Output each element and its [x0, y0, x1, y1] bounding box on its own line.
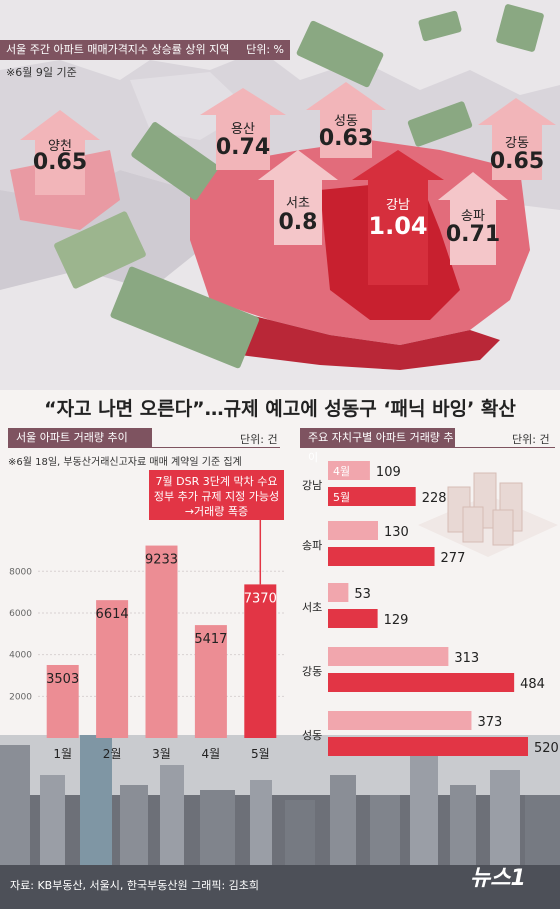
monthly-volume-chart: 2000 4000 6000 8000 3503 1월 6614 2월 9233 3월 5417 4월…: [9, 520, 285, 761]
hbar-value-label: 228: [422, 491, 447, 506]
hbar-value-label: 277: [441, 551, 466, 566]
hbar-value-label: 313: [454, 651, 479, 666]
callout-line-2: 정부 추가 규제 지정 가능성: [153, 490, 280, 503]
x-tick-label: 4월: [202, 747, 221, 761]
bar: [46, 664, 79, 738]
arrow-songpa: [438, 172, 508, 265]
money-bill: [296, 20, 384, 88]
callout-box: 7월 DSR 3단계 막차 수요 정부 추가 규제 지정 가능성 →거래량 폭증: [149, 470, 284, 520]
district-value-seocho: 0.8: [278, 210, 318, 235]
hbar: [328, 583, 349, 602]
hbar: [328, 673, 515, 692]
money-bill: [131, 122, 219, 200]
district-value-yongsan: 0.74: [215, 135, 271, 160]
arrow-yangcheon: [20, 110, 100, 195]
bar-value-label: 3503: [46, 672, 79, 687]
category-label: 강동: [302, 665, 322, 678]
hbar-value-label: 130: [384, 525, 409, 540]
y-tick-label: 6000: [9, 609, 32, 619]
hbar-value-label: 520: [534, 741, 559, 756]
map-title: 서울 주간 아파트 매매가격지수 상승률 상위 지역: [6, 43, 230, 56]
hbar-value-label: 373: [477, 715, 502, 730]
x-tick-label: 2월: [103, 747, 122, 761]
hbar-value-label: 129: [384, 613, 409, 628]
right-panel-title: 주요 자치구별 아파트 거래량 추이: [300, 428, 455, 464]
series-label: 5월: [333, 491, 350, 504]
district-name-gangdong: 강동: [505, 136, 529, 151]
headline: “자고 나면 오른다”…규제 예고에 성동구 ‘패닉 바잉’ 확산: [44, 398, 516, 420]
arrow-gangnam: [352, 150, 444, 285]
district-value-gangdong: 0.65: [489, 149, 545, 174]
bar: [145, 545, 178, 738]
district-value-seongdong: 0.63: [318, 126, 374, 151]
district-name-seongdong: 성동: [334, 114, 358, 129]
district-name-yongsan: 용산: [231, 122, 255, 137]
source-credit: 자료: KB부동산, 서울시, 한국부동산원 그래픽: 김초희: [10, 879, 260, 892]
hbar-value-label: 109: [376, 465, 401, 480]
left-panel-rule: [8, 447, 280, 448]
callout-line-1: 7월 DSR 3단계 막차 수요: [155, 475, 278, 488]
hbar: [328, 711, 472, 730]
hbar: [328, 547, 435, 566]
money-bill: [54, 211, 146, 289]
category-label: 송파: [302, 539, 322, 552]
x-tick-label: 1월: [53, 747, 72, 761]
district-price-map: 서울 주간 아파트 매매가격지수 상승률 상위 지역 단위: % ※6월 9일 …: [0, 0, 560, 390]
city-skyline: [0, 735, 560, 909]
bar-value-label: 9233: [145, 553, 178, 568]
bar: [244, 584, 277, 738]
arrow-gangdong: [478, 98, 556, 180]
left-panel-title: 서울 아파트 거래량 추이: [8, 428, 152, 448]
hbar: [328, 487, 416, 506]
hbar: [328, 609, 378, 628]
arrow-seocho: [258, 150, 338, 245]
category-label: 강남: [302, 479, 322, 492]
map-graphic: [0, 4, 560, 370]
map-date-note: ※6월 9일 기준: [6, 66, 77, 79]
map-unit: 단위: %: [246, 43, 284, 56]
money-bill: [496, 4, 544, 52]
category-label: 성동: [302, 729, 322, 742]
hbar-value-label: 484: [520, 677, 545, 692]
hbar: [328, 737, 528, 756]
hbar: [328, 461, 370, 480]
hbar: [328, 647, 449, 666]
left-panel-unit: 단위: 건: [240, 433, 278, 446]
district-name-songpa: 송파: [461, 209, 485, 224]
money-bill: [418, 10, 462, 42]
right-panel-unit: 단위: 건: [512, 433, 550, 446]
arrow-seongdong: [306, 82, 386, 158]
x-tick-label: 5월: [251, 747, 270, 761]
district-name-yangcheon: 양천: [48, 139, 72, 154]
bar: [96, 600, 129, 738]
bar: [194, 625, 227, 738]
left-panel-note: ※6월 18일, 부동산거래신고자료 매매 계약일 기준 집계: [8, 457, 242, 468]
y-tick-label: 8000: [9, 567, 32, 577]
district-value-songpa: 0.71: [445, 222, 501, 247]
district-name-seocho: 서초: [286, 196, 310, 211]
series-label: 4월: [333, 465, 350, 478]
y-tick-label: 2000: [9, 692, 32, 702]
apartment-illustration: [418, 472, 558, 557]
x-tick-label: 3월: [152, 747, 171, 761]
right-panel-rule: [300, 447, 555, 448]
map-region-south-band: [190, 300, 500, 370]
hbar-value-label: 53: [354, 587, 371, 602]
map-title-bar: 서울 주간 아파트 매매가격지수 상승률 상위 지역 단위: %: [0, 40, 290, 60]
hbar: [328, 521, 378, 540]
money-bill: [110, 266, 260, 369]
district-value-gangnam: 1.04: [368, 212, 428, 240]
bar-value-label: 5417: [194, 632, 227, 647]
callout-line-3: →거래량 폭증: [184, 505, 249, 518]
y-tick-label: 4000: [9, 651, 32, 661]
money-bill: [407, 101, 473, 147]
category-label: 서초: [302, 601, 322, 614]
district-name-gangnam: 강남: [386, 198, 410, 213]
bar-value-label: 6614: [96, 607, 129, 622]
arrow-yongsan: [200, 88, 286, 170]
bar-value-label: 7370: [244, 591, 277, 606]
news1-logo: 뉴스1: [470, 866, 526, 891]
district-value-yangcheon: 0.65: [32, 150, 88, 175]
